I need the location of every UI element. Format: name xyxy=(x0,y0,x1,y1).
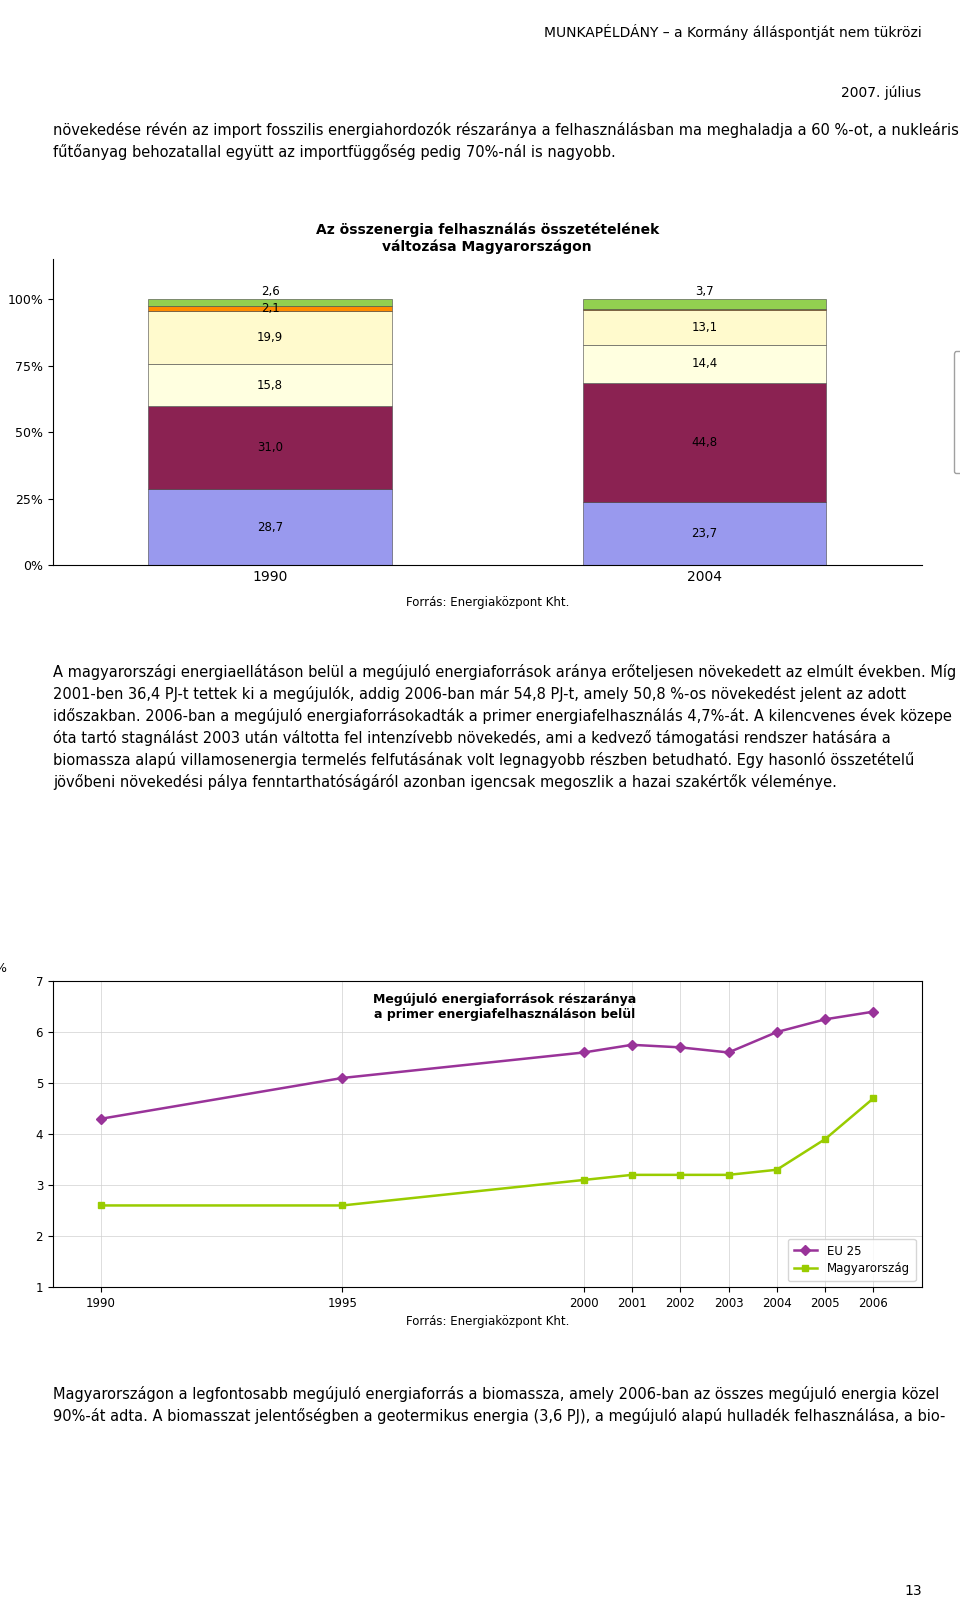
Bar xyxy=(583,299,826,309)
Text: 13,1: 13,1 xyxy=(691,320,717,333)
EU 25 xyxy=(626,1035,637,1054)
Text: 44,8: 44,8 xyxy=(691,437,717,450)
Magyarország xyxy=(771,1159,782,1179)
EU 25 xyxy=(675,1038,686,1058)
Text: 2,1: 2,1 xyxy=(260,302,279,315)
Line: EU 25: EU 25 xyxy=(98,1009,876,1122)
EU 25 xyxy=(771,1022,782,1041)
Bar xyxy=(149,488,392,566)
Text: 2007. július: 2007. július xyxy=(842,86,922,100)
EU 25 xyxy=(868,1003,879,1022)
Magyarország xyxy=(626,1166,637,1185)
Text: növekedése révén az import fosszilis energiahordozók részaránya a felhasználásba: növekedése révén az import fosszilis ene… xyxy=(53,123,959,160)
Text: Magyarországon a legfontosabb megújuló energiaforrás a biomassza, amely 2006-ban: Magyarországon a legfontosabb megújuló e… xyxy=(53,1386,946,1425)
Text: Megújuló energiaforrások részaránya
a primer energiafelhasználáson belül: Megújuló energiaforrások részaránya a pr… xyxy=(372,993,636,1022)
Bar xyxy=(583,310,826,344)
EU 25 xyxy=(819,1009,830,1028)
Magyarország xyxy=(868,1088,879,1108)
Magyarország xyxy=(337,1195,348,1214)
Line: Magyarország: Magyarország xyxy=(98,1095,876,1210)
Legend: Megújuló, Egyéb, Szén, Atom, Gáz, Olaj: Megújuló, Egyéb, Szén, Atom, Gáz, Olaj xyxy=(954,351,960,474)
Bar xyxy=(149,306,392,312)
Magyarország xyxy=(578,1171,589,1190)
Bar xyxy=(149,312,392,364)
Bar xyxy=(149,406,392,488)
EU 25 xyxy=(337,1069,348,1088)
Y-axis label: %: % xyxy=(0,962,7,975)
Magyarország xyxy=(723,1166,734,1185)
Bar xyxy=(149,364,392,406)
Text: 19,9: 19,9 xyxy=(257,331,283,344)
Text: A magyarországi energiaellátáson belül a megújuló energiaforrások aránya erőtelj: A magyarországi energiaellátáson belül a… xyxy=(53,665,956,789)
EU 25 xyxy=(95,1109,107,1129)
Text: 23,7: 23,7 xyxy=(691,527,717,540)
Bar xyxy=(149,299,392,306)
Text: Forrás: Energiaközpont Kht.: Forrás: Energiaközpont Kht. xyxy=(405,597,569,610)
Bar xyxy=(583,383,826,503)
Text: 31,0: 31,0 xyxy=(257,441,283,454)
Text: MUNKAPÉLDÁNY – a Kormány álláspontját nem tükrözi: MUNKAPÉLDÁNY – a Kormány álláspontját ne… xyxy=(544,24,922,40)
Bar xyxy=(583,503,826,566)
EU 25 xyxy=(723,1043,734,1062)
Text: 28,7: 28,7 xyxy=(257,521,283,534)
Text: 15,8: 15,8 xyxy=(257,378,283,391)
EU 25 xyxy=(578,1043,589,1062)
Bar xyxy=(583,344,826,383)
Magyarország xyxy=(675,1166,686,1185)
Magyarország xyxy=(819,1129,830,1148)
Magyarország xyxy=(95,1195,107,1214)
Text: 14,4: 14,4 xyxy=(691,357,717,370)
Title: Az összenergia felhasználás összetételének
változása Magyarországon: Az összenergia felhasználás összetételén… xyxy=(316,223,659,254)
Text: 13: 13 xyxy=(904,1583,922,1598)
Text: 3,7: 3,7 xyxy=(695,285,713,298)
Text: Forrás: Energiaközpont Kht.: Forrás: Energiaközpont Kht. xyxy=(405,1315,569,1328)
Text: 2,6: 2,6 xyxy=(260,285,279,298)
Legend: EU 25, Magyarország: EU 25, Magyarország xyxy=(788,1239,916,1281)
